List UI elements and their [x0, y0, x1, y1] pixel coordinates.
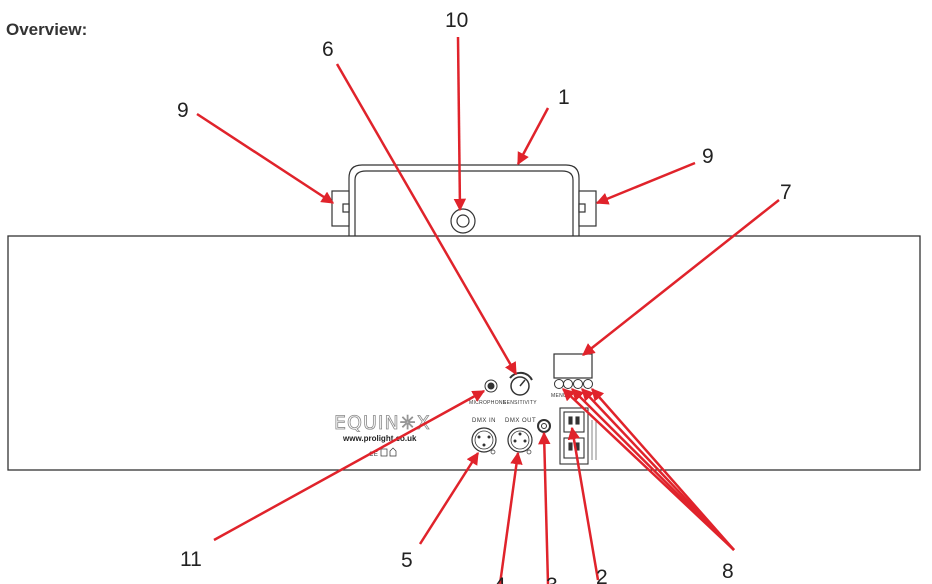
callout-8: 8 — [722, 560, 734, 583]
callout-9-right: 9 — [702, 145, 714, 168]
arrow-5 — [418, 451, 480, 545]
power-in-socket — [563, 411, 585, 433]
ce-mark: CE — [369, 452, 378, 458]
menu-button-2 — [563, 379, 573, 389]
menu-button-4 — [583, 379, 593, 389]
dmx-out-label: DMX OUT — [505, 418, 536, 424]
arrow-8d — [591, 388, 735, 551]
arrow-10 — [453, 36, 467, 212]
bracket-knob-left — [331, 190, 350, 227]
sensitivity-knob: SENSITIVITY — [503, 371, 537, 406]
arrow-1 — [516, 107, 550, 166]
fuse-holder — [537, 419, 551, 433]
callout-3: 3 — [546, 574, 558, 584]
menu-button-1 — [554, 379, 564, 389]
sensitivity-label: SENSITIVITY — [503, 400, 537, 406]
arrow-6 — [335, 63, 518, 376]
mounting-bracket — [348, 164, 580, 236]
arrow-7 — [582, 199, 780, 356]
microphone: MICROPHONE — [469, 379, 507, 406]
dmx-in-label: DMX IN — [472, 418, 496, 424]
callout-6: 6 — [322, 38, 334, 61]
callout-11: 11 — [180, 548, 202, 571]
dmx-in-connector: DMX IN — [471, 418, 497, 455]
menu-label: MENU — [551, 393, 567, 399]
arrow-9-right — [595, 161, 696, 205]
brand-logo: EQUIN✳X — [334, 412, 431, 434]
arrow-2 — [567, 426, 600, 581]
led-display — [553, 353, 593, 379]
callout-arrows — [196, 36, 780, 584]
arrow-3 — [538, 431, 551, 584]
cert-marks: CE — [369, 447, 397, 458]
dmx-out-connector: DMX OUT — [505, 418, 536, 455]
bracket-knob-right — [578, 190, 597, 227]
fixture-body — [7, 235, 921, 471]
callout-2: 2 — [596, 566, 608, 584]
callout-9-left: 9 — [177, 99, 189, 122]
callout-7: 7 — [780, 181, 792, 204]
callout-4: 4 — [494, 574, 506, 584]
website-text: www.prolight.co.uk — [342, 434, 417, 443]
arrow-9-left — [196, 112, 335, 205]
callout-10: 10 — [445, 9, 468, 32]
arrow-11 — [213, 389, 486, 542]
microphone-label: MICROPHONE — [469, 400, 507, 406]
bracket-screw — [450, 208, 476, 234]
menu-button-3 — [573, 379, 583, 389]
arrow-4 — [498, 451, 523, 584]
overview-heading: Overview: — [6, 20, 88, 39]
callout-1: 1 — [558, 86, 570, 109]
callout-5: 5 — [401, 549, 413, 572]
